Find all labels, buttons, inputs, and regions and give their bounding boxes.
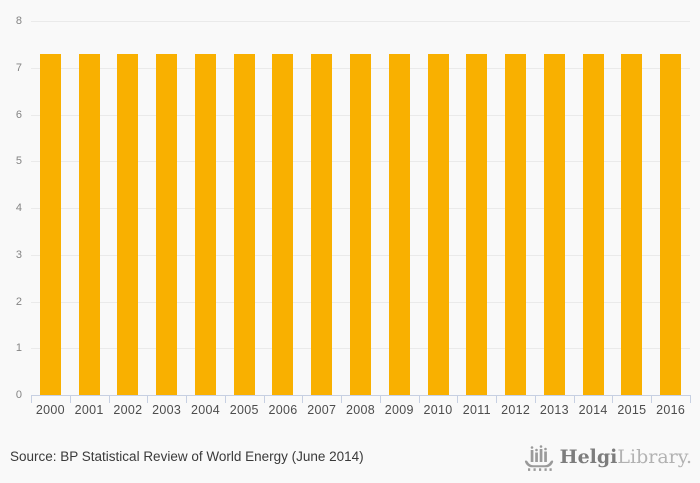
logo-library: Library.	[617, 446, 692, 468]
bar-2010	[427, 53, 449, 395]
plot-area	[31, 21, 690, 395]
bar-2003	[156, 53, 178, 395]
x-tick	[108, 396, 110, 403]
bar-2000	[39, 53, 61, 395]
y-tick-label: 4	[15, 202, 22, 214]
bar-slot-2014	[574, 21, 613, 395]
x-tick-label: 2000	[35, 403, 65, 417]
bar-2016	[660, 53, 682, 395]
gridline-8	[31, 21, 690, 22]
x-tick	[418, 396, 420, 403]
x-tick	[341, 396, 343, 403]
bar-slot-2015	[612, 21, 651, 395]
bar-2007	[311, 53, 333, 395]
bar-2006	[272, 53, 294, 395]
x-tick-label: 2006	[268, 403, 298, 417]
logo-wordmark: HelgiLibrary.	[560, 442, 692, 472]
x-tick-label: 2007	[307, 403, 337, 417]
x-tick	[302, 396, 304, 403]
x-axis-line	[31, 395, 691, 396]
bar-slot-2001	[70, 21, 109, 395]
bar-slot-2005	[225, 21, 264, 395]
bar-2011	[466, 53, 488, 395]
bar-2015	[621, 53, 643, 395]
y-tick-label: 7	[15, 61, 22, 74]
x-tick-label: 2008	[346, 403, 376, 417]
x-tick-label: 2016	[656, 403, 686, 417]
x-tick	[690, 396, 691, 403]
x-axis-labels: 2000 2001 2002 2003 2004 2005 2006 2007 2008 2009…	[31, 403, 690, 417]
y-tick-label: 0	[15, 389, 22, 401]
bar-2012	[505, 53, 527, 395]
x-tick	[69, 396, 71, 403]
bar-slot-2008	[341, 21, 380, 395]
helgi-library-logo[interactable]: HelgiLibrary.	[524, 442, 692, 472]
x-tick	[263, 396, 265, 403]
x-tick	[31, 396, 32, 403]
y-tick-label: 8	[15, 15, 22, 27]
x-tick-label: 2015	[617, 403, 647, 417]
x-tick-label: 2009	[384, 403, 414, 417]
bar-2004	[194, 53, 216, 395]
bar-slot-2006	[264, 21, 303, 395]
bar-slot-2000	[31, 21, 70, 395]
viking-ship-icon	[524, 443, 555, 472]
bar-2001	[78, 53, 100, 395]
x-tick-label: 2001	[74, 403, 104, 417]
bar-slot-2011	[457, 21, 496, 395]
bar-slot-2013	[535, 21, 574, 395]
x-tick-label: 2004	[190, 403, 220, 417]
x-tick	[496, 396, 498, 403]
bar-2002	[117, 53, 139, 395]
x-tick-label: 2013	[539, 403, 569, 417]
x-tick-label: 2005	[229, 403, 259, 417]
x-tick	[224, 396, 226, 403]
x-tick-label: 2003	[152, 403, 182, 417]
bar-series	[31, 21, 690, 395]
bar-slot-2003	[147, 21, 186, 395]
y-tick-label: 2	[15, 295, 22, 308]
x-tick	[651, 396, 653, 403]
bar-2005	[233, 53, 255, 395]
bar-slot-2007	[302, 21, 341, 395]
bar-slot-2010	[419, 21, 458, 395]
x-tick	[534, 396, 536, 403]
bar-2014	[582, 53, 604, 395]
x-tick-label: 2012	[501, 403, 531, 417]
x-tick	[186, 396, 188, 403]
bar-slot-2012	[496, 21, 535, 395]
logo-helgi: Helgi	[559, 446, 618, 468]
bar-2013	[543, 53, 565, 395]
x-tick	[573, 396, 575, 403]
y-tick-label: 5	[15, 155, 22, 168]
bar-2008	[350, 53, 371, 395]
y-tick-label: 6	[15, 108, 22, 121]
x-tick	[457, 396, 459, 403]
x-tick	[147, 396, 149, 403]
x-tick	[379, 396, 381, 403]
x-tick-label: 2002	[113, 403, 143, 417]
bar-slot-2016	[651, 21, 690, 395]
source-text: Source: BP Statistical Review of World E…	[10, 449, 364, 464]
y-tick-label: 3	[15, 248, 22, 261]
bar-slot-2002	[109, 21, 148, 395]
x-tick-label: 2011	[462, 403, 491, 417]
x-tick-label: 2014	[578, 403, 608, 417]
bar-slot-2009	[380, 21, 419, 395]
x-tick-label: 2010	[423, 403, 453, 417]
y-tick-label: 1	[15, 342, 22, 355]
bar-2009	[388, 53, 410, 395]
x-tick	[612, 396, 614, 403]
bar-slot-2004	[186, 21, 225, 395]
